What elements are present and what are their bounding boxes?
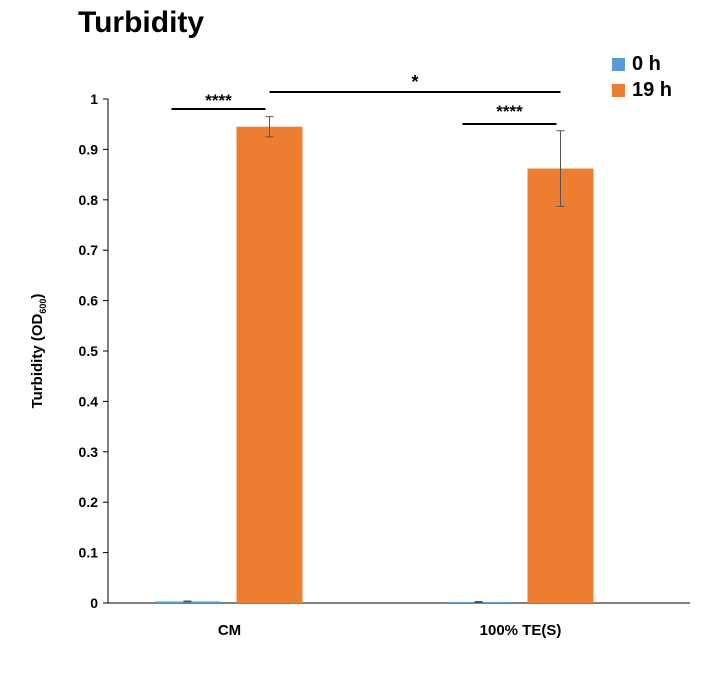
y-tick-label: 0.1	[79, 545, 99, 561]
y-tick-label: 0.8	[79, 192, 99, 208]
y-tick-label: 0.3	[79, 444, 99, 460]
x-tick-label: CM	[218, 622, 241, 639]
significance-label: *	[411, 72, 418, 92]
y-tick-label: 0.2	[79, 494, 99, 510]
legend-swatch-19h	[612, 84, 625, 97]
legend-label: 19 h	[632, 79, 672, 101]
bar-19h-1	[527, 168, 594, 603]
y-tick-label: 0.5	[79, 343, 99, 359]
y-axis-label: Turbidity (OD600)	[29, 294, 48, 409]
y-tick-label: 1	[90, 91, 98, 107]
x-tick-label: 100% TE(S)	[480, 622, 562, 639]
y-tick-label: 0	[90, 595, 98, 611]
y-tick-label: 0.4	[79, 393, 99, 409]
y-tick-label: 0.6	[79, 293, 99, 309]
legend-swatch-0h	[612, 58, 625, 71]
y-tick-label: 0.9	[79, 141, 99, 157]
legend-label: 0 h	[632, 53, 661, 75]
bar-19h-0	[236, 126, 303, 603]
significance-label: ****	[205, 91, 232, 110]
chart-title: Turbidity	[78, 6, 205, 39]
significance-label: ****	[496, 102, 523, 121]
y-tick-label: 0.7	[79, 242, 99, 258]
